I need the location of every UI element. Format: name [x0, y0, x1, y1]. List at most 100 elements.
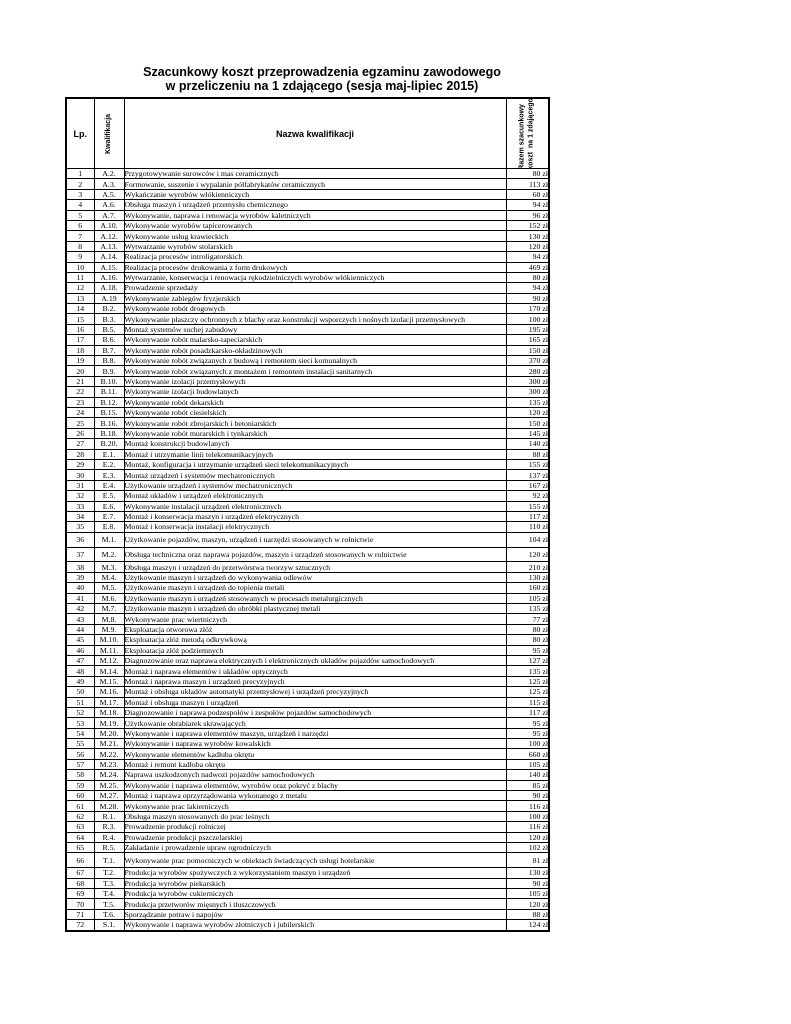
cell-koszt: 90 zł	[505, 292, 550, 305]
cell-kod: M.17.	[93, 696, 125, 708]
cell-kod: A.3.	[93, 178, 125, 190]
cell-koszt: 120 zł	[505, 831, 550, 844]
table-row: 36 M.1. Użytkowanie pojazdów, maszyn, urzą…	[65, 531, 550, 548]
cell-nazwa: Wykonywanie robót związanych z montażem …	[123, 365, 507, 377]
table-row: 34 E.7. Montaż i konserwacja maszyn i urzą…	[65, 510, 550, 523]
cell-koszt: 165 zł	[505, 334, 550, 346]
table-row: 20 B.9. Wykonywanie robót związanych z mon…	[65, 365, 550, 377]
cell-nazwa: Wykonywanie robót związanych z budową i …	[123, 355, 507, 367]
cell-koszt: 116 zł	[505, 821, 550, 833]
cell-koszt: 115 zł	[505, 696, 550, 708]
table-body: 1 A.2. Przygotowywanie surowców i mas cera…	[65, 167, 550, 932]
table-row: 8 A.13. Wytwarzanie wyrobów stolarskich 120…	[65, 240, 550, 253]
table-row: 31 E.4. Użytkowanie urządzeń i systemów me…	[65, 479, 550, 492]
cell-nazwa: Wykonywanie i naprawa elementów, wyrobów…	[123, 779, 507, 792]
table-row: 64 R.4. Prowadzenie produkcji pszczelarski…	[65, 831, 550, 844]
table-row: 67 T.2. Produkcja wyrobów spożywczych z wy…	[65, 867, 550, 879]
cell-kod: M.7.	[93, 602, 125, 615]
cell-koszt: 100 zł	[505, 313, 550, 325]
cell-nazwa: Diagnozowanie oraz naprawa elektrycznych…	[123, 654, 507, 667]
cell-koszt: 110 zł	[505, 521, 550, 533]
cell-kod: E.3.	[93, 469, 125, 481]
table-row: 9 A.14. Realizacja procesów introligatorsk…	[65, 251, 550, 263]
cell-koszt: 92 zł	[505, 490, 550, 502]
cell-nazwa: Eksploatacja złóż metodą odkrywkową	[123, 634, 507, 646]
cell-kod: E.6.	[93, 500, 125, 512]
cell-kod: B.18.	[93, 427, 125, 440]
cell-lp: 71	[65, 908, 95, 921]
cell-kod: B.11.	[93, 386, 125, 398]
cell-kod: B.20.	[93, 438, 125, 450]
cell-nazwa: Prowadzenie produkcji pszczelarskiej	[123, 831, 507, 844]
table-row: 23 B.12. Wykonywanie robót dekarskich 135 z…	[65, 396, 550, 409]
cell-lp: 9	[65, 251, 95, 263]
cell-lp: 11	[65, 271, 95, 284]
cell-nazwa: Wykonywanie, naprawa i renowacja wyrobów…	[123, 209, 507, 221]
table-row: 42 M.7. Użytkowanie maszyn i urządzeń do o…	[65, 602, 550, 615]
cell-koszt: 170 zł	[505, 303, 550, 315]
cell-koszt: 135 zł	[505, 665, 550, 677]
table-row: 57 M.23. Montaż i remont kadłuba okrętu 105…	[65, 758, 550, 771]
cell-kod: M.19.	[93, 717, 125, 729]
cell-lp: 14	[65, 303, 95, 315]
table-row: 5 A.7. Wykonywanie, naprawa i renowacja wy…	[65, 209, 550, 221]
cell-koszt: 80 zł	[505, 167, 550, 180]
cell-koszt: 120 zł	[505, 406, 550, 419]
cell-nazwa: Wykonywanie robót murarskich i tynkarski…	[123, 427, 507, 440]
cell-kod: B.3.	[93, 313, 125, 325]
cell-koszt: 130 zł	[505, 571, 550, 584]
cell-koszt: 80 zł	[505, 634, 550, 646]
cell-nazwa: Eksploatacja otworowa złóż	[123, 623, 507, 636]
cell-lp: 7	[65, 230, 95, 242]
cell-lp: 72	[65, 919, 95, 932]
cell-lp: 22	[65, 386, 95, 398]
cell-kod: M.11.	[93, 644, 125, 656]
cell-kod: A.14.	[93, 251, 125, 263]
cell-kod: B.9.	[93, 365, 125, 377]
cell-lp: 51	[65, 696, 95, 708]
cell-nazwa: Wykonywanie robót malarsko-tapeciarskich	[123, 334, 507, 346]
cell-lp: 17	[65, 334, 95, 346]
cell-lp: 24	[65, 406, 95, 419]
cell-kod: T.4.	[93, 888, 125, 900]
table-row: 25 B.16. Wykonywanie robót zbrojarskich i …	[65, 417, 550, 429]
table-row: 68 T.3. Produkcja wyrobów piekarskich 90 zł	[65, 877, 550, 890]
cell-koszt: 88 zł	[505, 908, 550, 921]
cell-nazwa: Wykonywanie usług krawieckich	[123, 230, 507, 242]
cell-koszt: 469 zł	[505, 261, 550, 273]
cell-lp: 36	[65, 531, 95, 548]
cell-koszt: 120 zł	[505, 546, 550, 563]
cell-koszt: 137 zł	[505, 469, 550, 481]
table-row: 48 M.14. Montaż i naprawa elementów i ukła…	[65, 665, 550, 677]
cell-nazwa: Montaż i remont kadłuba okrętu	[123, 758, 507, 771]
cell-lp: 50	[65, 686, 95, 698]
cell-koszt: 140 zł	[505, 769, 550, 781]
table-row: 58 M.24. Naprawa uszkodzonych nadwozi poja…	[65, 769, 550, 781]
cell-lp: 10	[65, 261, 95, 273]
cell-lp: 1	[65, 167, 95, 180]
cell-lp: 46	[65, 644, 95, 656]
cell-kod: B.15.	[93, 406, 125, 419]
cell-koszt: 60 zł	[505, 188, 550, 201]
table-row: 7 A.12. Wykonywanie usług krawieckich 130 z…	[65, 230, 550, 242]
cell-nazwa: Wykonywanie wyrobów tapicerowanych	[123, 219, 507, 232]
cell-kod: T.5.	[93, 898, 125, 910]
cell-nazwa: Wykonywanie i naprawa wyrobów złotniczyc…	[123, 919, 507, 932]
cell-nazwa: Montaż i konserwacja maszyn i urządzeń e…	[123, 510, 507, 523]
table-row: 38 M.3. Obsługa maszyn i urządzeń do przet…	[65, 561, 550, 573]
cell-koszt: 155 zł	[505, 500, 550, 512]
cell-kod: M.12.	[93, 654, 125, 667]
cell-kod: M.22.	[93, 748, 125, 760]
cell-lp: 34	[65, 510, 95, 523]
cell-kod: M.8.	[93, 613, 125, 625]
cell-kod: E.5.	[93, 490, 125, 502]
cell-lp: 70	[65, 898, 95, 910]
cell-nazwa: Sporządzanie potraw i napojów	[123, 908, 507, 921]
cell-kod: M.5.	[93, 582, 125, 594]
cell-lp: 67	[65, 867, 95, 879]
cell-koszt: 210 zł	[505, 561, 550, 573]
cell-nazwa: Wykonywanie prac lakierniczych	[123, 800, 507, 812]
table-row: 52 M.18. Diagnozowanie i naprawa podzespoł…	[65, 706, 550, 719]
cell-kod: E.2.	[93, 458, 125, 471]
table-row: 15 B.3. Wykonywanie płaszczy ochronnych z …	[65, 313, 550, 325]
